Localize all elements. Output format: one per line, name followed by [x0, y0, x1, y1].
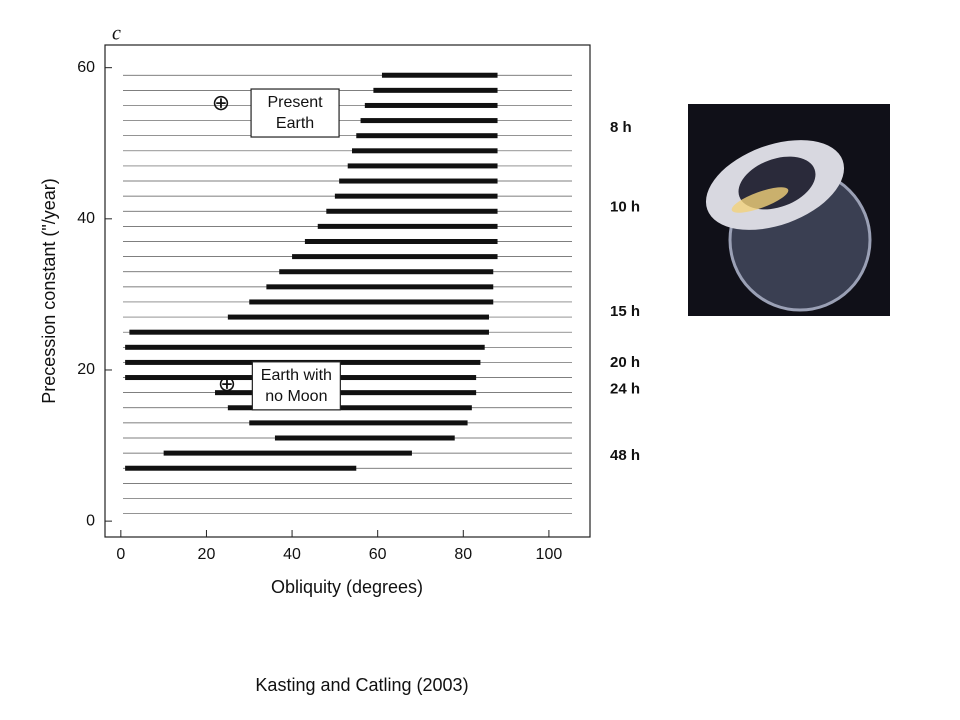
chaotic-zone	[125, 465, 357, 471]
annotation-text: no Moon	[265, 388, 327, 405]
x-tick-label: 80	[454, 546, 472, 563]
annotation-box	[251, 361, 341, 411]
y-axis-label: Precession constant ("/year)	[39, 178, 59, 403]
y-tick-label: 0	[86, 512, 95, 529]
chaotic-zone	[129, 329, 489, 335]
chaotic-zone	[347, 163, 498, 169]
chaotic-zone	[274, 435, 455, 441]
chaotic-zone	[351, 148, 498, 154]
annotation-text: Present	[267, 94, 323, 111]
x-axis-label: Obliquity (degrees)	[271, 577, 423, 597]
chaotic-zone	[317, 223, 498, 229]
impact-illustration	[688, 104, 890, 316]
glow	[731, 187, 789, 213]
x-tick-label: 100	[536, 546, 563, 563]
chaotic-zone	[292, 254, 498, 260]
x-tick-label: 20	[198, 546, 216, 563]
chaotic-zone	[326, 208, 498, 214]
y-tick-label: 60	[77, 59, 95, 76]
day-length-label: 48 h	[610, 447, 640, 464]
y-tick-label: 20	[77, 361, 95, 378]
earth-symbol: ⊕	[212, 90, 230, 115]
x-tick-label: 60	[369, 546, 387, 563]
day-length-label: 20 h	[610, 354, 640, 371]
annotation-text: Earth with	[261, 367, 332, 384]
day-length-label: 10 h	[610, 198, 640, 215]
chaotic-zone	[249, 299, 494, 305]
chaotic-zone	[381, 72, 498, 78]
chaotic-zone	[334, 193, 498, 199]
plot-frame	[104, 44, 591, 538]
panel-label: c	[112, 23, 121, 45]
caption: Kasting and Catling (2003)	[255, 675, 468, 695]
chaotic-zone	[125, 344, 485, 350]
chaotic-zone	[360, 118, 498, 124]
day-length-label: 8 h	[610, 119, 632, 136]
chaotic-zone	[249, 420, 468, 426]
chaotic-zone	[364, 102, 498, 108]
chaotic-zone	[373, 87, 498, 93]
chaotic-zone	[266, 284, 494, 290]
chaotic-zone	[356, 133, 498, 139]
x-tick-label: 0	[116, 546, 125, 563]
day-length-label: 15 h	[610, 303, 640, 320]
chaotic-zone	[227, 405, 472, 411]
chaotic-zone	[339, 178, 498, 184]
day-length-label: 24 h	[610, 381, 640, 398]
chaotic-zone	[215, 390, 477, 396]
chaotic-zone	[227, 314, 489, 320]
chaotic-zone	[163, 450, 412, 456]
annotation-box	[250, 88, 340, 138]
x-tick-label: 40	[283, 546, 301, 563]
earth-symbol: ⊕	[218, 371, 236, 396]
chaotic-zone	[304, 238, 498, 244]
y-tick-label: 40	[77, 210, 95, 227]
annotation-text: Earth	[276, 115, 314, 132]
chaotic-zone	[279, 269, 494, 275]
